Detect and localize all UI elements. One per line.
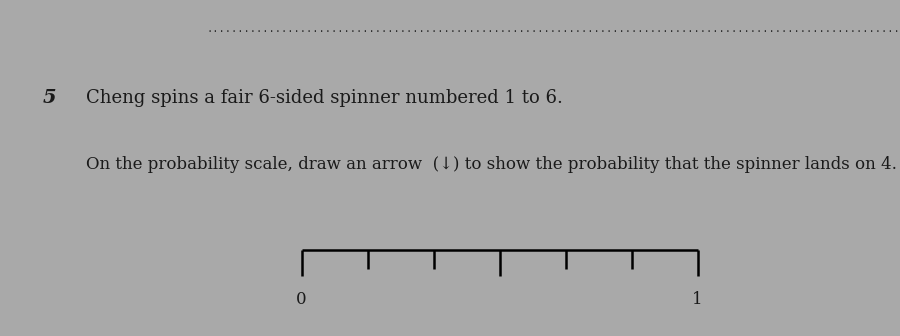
Text: ................................................................................: ........................................… — [206, 24, 900, 34]
Text: 0: 0 — [296, 291, 307, 308]
Text: Cheng spins a fair 6-sided spinner numbered 1 to 6.: Cheng spins a fair 6-sided spinner numbe… — [86, 89, 562, 107]
Text: On the probability scale, draw an arrow  (↓) to show the probability that the sp: On the probability scale, draw an arrow … — [86, 156, 896, 173]
Text: 1: 1 — [692, 291, 703, 308]
Text: 5: 5 — [42, 89, 56, 107]
